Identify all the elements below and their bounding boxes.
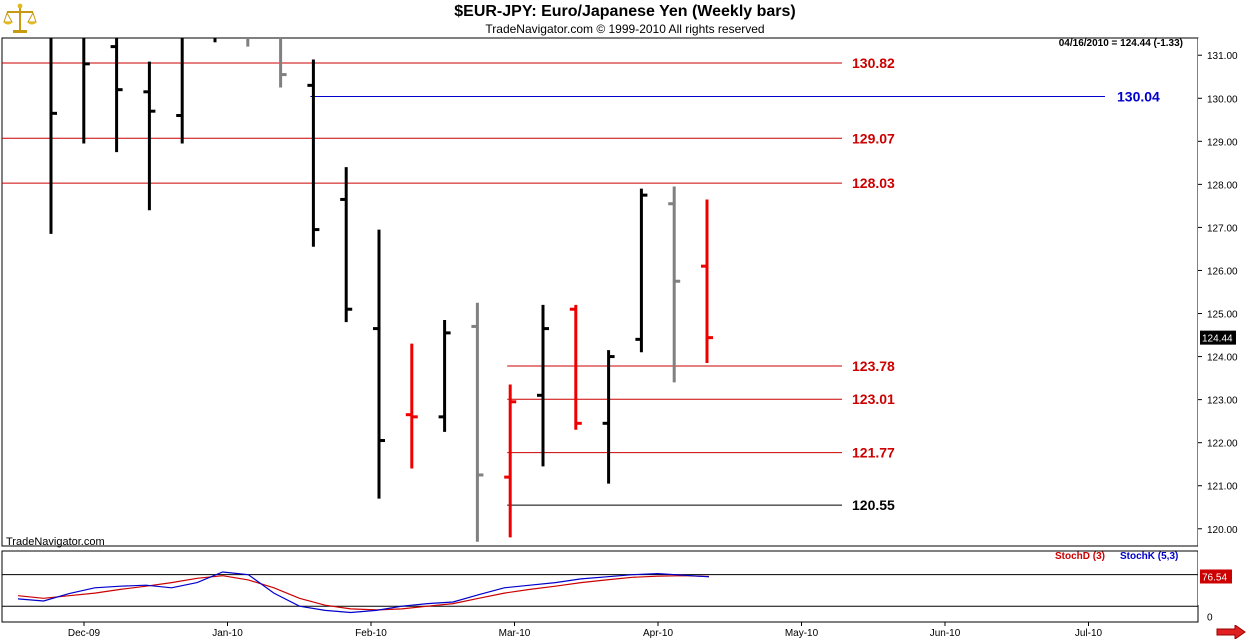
x-tick-label: Feb-10 (355, 628, 387, 639)
y-axis-area (1198, 38, 1250, 605)
ohlc-bar (405, 343, 418, 469)
last-price-label: 124.44 (1202, 334, 1233, 345)
ohlc-bar (701, 199, 713, 364)
ohlc-bar (569, 304, 582, 430)
last-price-box (1200, 330, 1236, 345)
ohlc-bar (602, 350, 615, 484)
watermark-label: TradeNavigator.com (6, 536, 105, 548)
chart-title: $EUR-JPY: Euro/Japanese Yen (Weekly bars… (454, 3, 796, 20)
title-bar: $EUR-JPY: Euro/Japanese Yen (Weekly bars… (0, 0, 1250, 38)
price-panel (1, 37, 1199, 547)
x-tick-label: Dec-09 (68, 628, 101, 639)
legend-stochd: StochD (3) (1055, 551, 1105, 562)
ohlc-bar (82, 38, 90, 144)
y-tick-label: 131.00 (1207, 51, 1238, 62)
ohlc-bar (307, 59, 320, 247)
y-tick-label: 124.00 (1207, 353, 1238, 364)
last-stoch-label: 76.54 (1202, 572, 1227, 583)
ohlc-bar (537, 304, 549, 467)
ohlc-bar (279, 38, 287, 88)
ohlc-bar (110, 38, 123, 153)
ohlc-bar (635, 188, 648, 353)
ohlc-bar (668, 186, 681, 383)
y-tick-label: 125.00 (1207, 310, 1238, 321)
ohlc-bar (471, 302, 484, 542)
y-tick-label: 127.00 (1207, 223, 1238, 234)
ohlc-bar (438, 319, 451, 432)
stoch-y-tick-label: 0 (1207, 613, 1213, 624)
level-label: 128.03 (852, 175, 895, 191)
ohlc-bar (49, 38, 57, 234)
ohlc-bar (340, 167, 353, 323)
y-tick-label: 128.00 (1207, 180, 1238, 191)
date-price-readout: 04/16/2010 = 124.44 (-1.33) (1059, 38, 1183, 49)
ohlc-bar (504, 384, 517, 538)
y-tick-label: 130.00 (1207, 94, 1238, 105)
stoch-series-line (17, 575, 710, 611)
ohlc-bar (176, 38, 184, 144)
last-stoch-box (1200, 569, 1232, 584)
x-tick-label: Jun-10 (930, 628, 961, 639)
x-tick-label: Jul-10 (1075, 628, 1103, 639)
x-tick-label: Apr-10 (643, 628, 673, 639)
stochastic-panel (1, 550, 1199, 623)
level-label: 123.78 (852, 358, 895, 374)
y-tick-label: 123.00 (1207, 396, 1238, 407)
level-label: 120.55 (852, 497, 895, 513)
y-tick-label: 122.00 (1207, 439, 1238, 450)
x-tick-label: Jan-10 (212, 628, 243, 639)
y-tick-label: 120.00 (1207, 525, 1238, 536)
level-label: 123.01 (852, 391, 895, 407)
level-label: 130.04 (1117, 89, 1160, 105)
scales-of-justice-icon[interactable] (3, 3, 37, 35)
stoch-series-line (17, 571, 710, 614)
y-tick-label: 129.00 (1207, 137, 1238, 148)
level-label: 130.82 (852, 55, 895, 71)
x-tick-label: Mar-10 (499, 628, 531, 639)
red-arrow-right-icon[interactable] (1216, 624, 1246, 640)
chart-subtitle: TradeNavigator.com © 1999-2010 All right… (485, 22, 765, 36)
level-label: 121.77 (852, 445, 895, 461)
level-label: 129.07 (852, 130, 895, 146)
y-tick-label: 126.00 (1207, 266, 1238, 277)
ohlc-bar (373, 229, 385, 499)
legend-stochk: StochK (5,3) (1120, 551, 1178, 562)
x-tick-label: May-10 (785, 628, 819, 639)
ohlc-bar (143, 61, 156, 211)
y-tick-label: 121.00 (1207, 482, 1238, 493)
